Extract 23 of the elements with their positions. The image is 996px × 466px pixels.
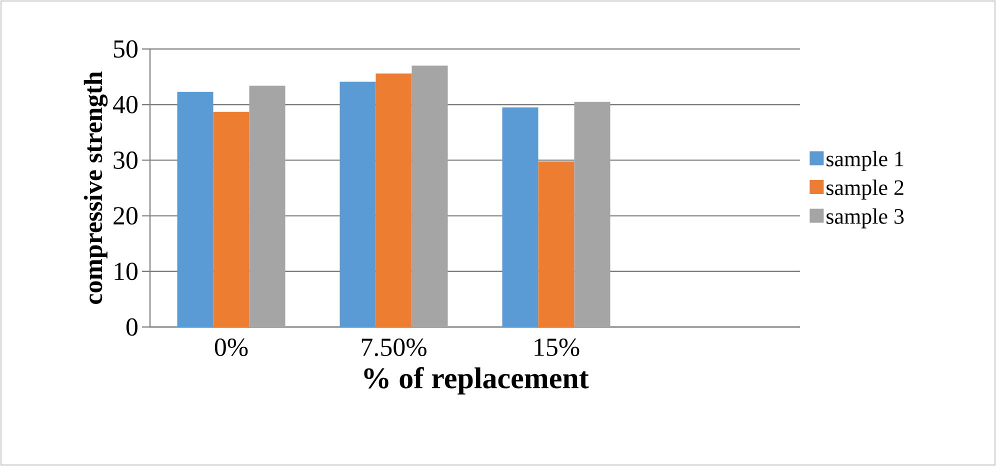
legend-label: sample 1 (826, 150, 904, 171)
bar (213, 112, 250, 327)
y-tick-label: 30 (114, 151, 138, 169)
y-tick-label: 50 (114, 40, 138, 58)
bar (177, 92, 214, 327)
x-tick-label: 15% (534, 338, 580, 356)
y-axis-title: compressive strength (84, 72, 108, 304)
bar (412, 66, 448, 327)
x-tick-label: 7.50% (362, 338, 426, 356)
legend-label: sample 2 (826, 180, 904, 200)
bar (574, 102, 610, 327)
bar (538, 161, 574, 327)
y-tick-label: 40 (112, 96, 138, 114)
x-tick-label: 0% (214, 338, 248, 356)
y-tick-label: 0 (126, 318, 138, 336)
bar (340, 82, 376, 327)
y-tick-label: 10 (114, 262, 138, 280)
bar (376, 73, 412, 327)
legend-label: sample 3 (826, 208, 904, 228)
x-axis-title: % of replacement (364, 367, 589, 395)
y-tick-label: 20 (114, 207, 138, 225)
bar (249, 86, 286, 327)
bar (502, 107, 538, 327)
